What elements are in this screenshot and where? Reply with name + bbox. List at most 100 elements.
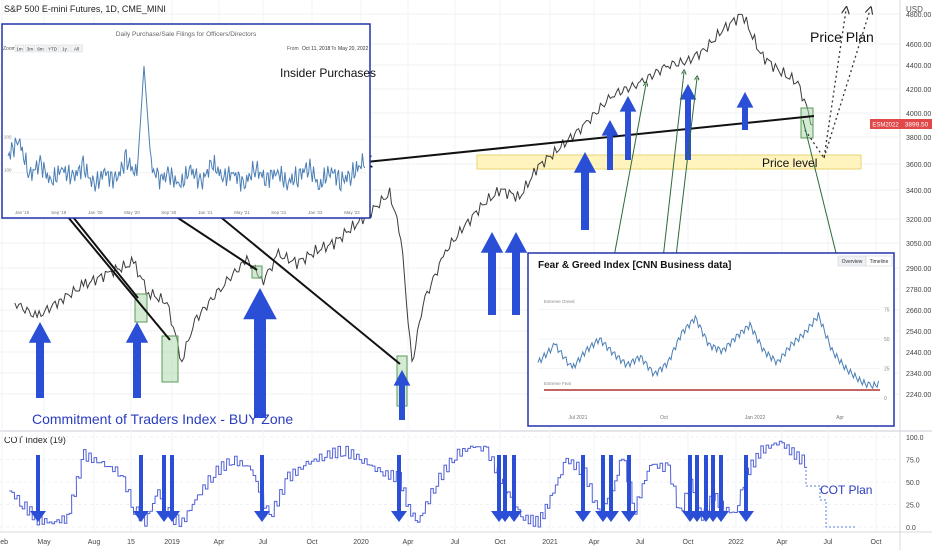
fear-greed-inset: Fear & Greed Index [CNN Business data] O… [527,252,895,427]
insider-x-label: Jan '22 [308,210,323,215]
buy-arrows [28,84,754,420]
buy-arrow-icon [480,232,504,315]
cot-buy-arrow-icon [491,455,507,522]
symbol-title: S&P 500 E-mini Futures, 1D, CME_MINI [4,4,166,14]
price-plan-path [804,10,846,160]
price-tick-label: 4600.00 [906,42,931,49]
cot-buy-arrow-icon [391,455,407,522]
price-tick-label: 3400.00 [906,188,931,195]
price-tick-label: 4400.00 [906,63,931,70]
tab-overview-label: Overview [842,259,863,265]
fg-grid: 75 50 25 0 [538,308,890,402]
cot-buy-arrow-icon [497,455,513,522]
price-tick-label: 4800.00 [906,12,931,19]
price-tick-label: 3050.00 [906,241,931,248]
buy-arrow-icon [393,370,411,420]
cot-tick-label: 75.0 [906,458,920,465]
price-tick-label: 2900.00 [906,266,931,273]
cot-buy-arrows [30,455,754,522]
zoom-button-label: All [74,46,79,51]
cot-buy-arrow-icon [254,455,270,522]
zoom-label: Zoom [3,46,16,52]
time-tick-label: 2019 [164,539,180,546]
cot-buy-arrow-icon [603,455,619,522]
buy-zone-box [161,335,179,383]
zoom-button[interactable] [14,44,25,53]
zoom-button[interactable] [46,44,59,53]
insider-x-label: Jan '19 [15,210,30,215]
buy-arrow-icon [573,152,597,230]
cot-buy-arrow-icon [595,455,611,522]
insider-x-label: Sep '21 [271,210,287,215]
insider-series-line [7,65,366,192]
cot-buy-arrow-icon [575,455,591,522]
price-tick-label: 4000.00 [906,111,931,118]
tab-timeline-label: Timeline [870,259,889,265]
time-tick-label: 2020 [353,539,369,546]
insider-trend-line [366,115,815,162]
cot-buy-arrow-icon [738,455,754,522]
zoom-button[interactable] [59,44,70,53]
buy-zone-box [251,265,263,279]
buy-arrow-icon [125,322,149,398]
price-axis: 4800.00 4600.00 4400.00 4200.00 4000.00 3800.… [906,12,931,399]
cot-plan-path [805,470,856,528]
buy-arrow-icon [601,120,619,170]
insider-x-label: Jan '20 [88,210,103,215]
buy-arrow-icon [504,232,528,315]
fear-greed-title: Fear & Greed Index [CNN Business data] [538,260,731,271]
price-plan-label: Price Plan [810,29,874,45]
price-tick-label: 4200.00 [906,87,931,94]
time-tick-label: Apr [403,539,415,546]
to-value: May 20, 2022 [338,46,369,52]
zoom-button[interactable] [70,44,83,53]
buy-arrow-icon [679,84,697,160]
price-tick-label: 3800.00 [906,135,931,142]
insider-x-labels: Jan '19 Sep '19 Jan '20 May '20 Sep '20 Jan '… [15,210,360,215]
time-tick-label: Apr [777,539,789,546]
insider-y-tick: 200 [4,134,12,139]
time-tick-label: Oct [307,539,318,546]
zoom-button-label: YTD [48,46,58,51]
insider-x-label: Jan '21 [198,210,213,215]
cot-buy-arrow-icon [156,455,172,522]
time-tick-label: Aug [88,539,101,546]
cot-buy-arrow-icon [621,455,637,522]
price-tick-label: 2340.00 [906,371,931,378]
symbol-badge-text: ESM2022 [872,123,899,129]
buy-arrow-icon [28,322,52,398]
buy-zone-box [134,293,148,323]
time-tick-label: 2021 [542,539,558,546]
extreme-fear-label: Extreme Fear [544,381,572,386]
insider-x-label: May '22 [344,210,360,215]
cot-buy-arrow-icon [133,455,149,522]
price-tick-label: 3600.00 [906,162,931,169]
currency-label: USD [906,5,923,14]
time-tick-label: Oct [683,539,694,546]
zoom-button[interactable] [35,44,46,53]
tab-timeline[interactable] [865,255,893,267]
buy-zone-box [800,107,814,139]
zoom-button-label: 1m [16,46,23,51]
insider-purchases-label: Insider Purchases [280,66,376,80]
time-tick-label: Jul [824,539,833,546]
fg-y-tick: 25 [884,367,890,373]
zoom-button-label: 3m [27,46,34,51]
zoom-button[interactable] [25,44,35,53]
cot-plan-label: COT Plan [820,483,872,497]
fg-x-labels: Jul 2021 Oct Jan 2022 Apr [569,415,845,421]
zoom-button-label: 1y [62,46,68,51]
price-tick-label: 2540.00 [906,329,931,336]
fg-x-label: Jan 2022 [745,415,766,421]
from-label: From [287,46,299,52]
time-tick-label: 2022 [728,539,744,546]
time-tick-label: Apr [214,539,226,546]
extreme-greed-label: Extreme Greed [544,299,575,304]
fg-y-tick: 50 [884,337,890,343]
time-tick-label: Oct [495,539,506,546]
cot-buy-arrow-icon [164,455,180,522]
price-badge [901,119,932,129]
buy-arrow-icon [243,288,277,418]
cot-tick-label: 25.0 [906,503,920,510]
